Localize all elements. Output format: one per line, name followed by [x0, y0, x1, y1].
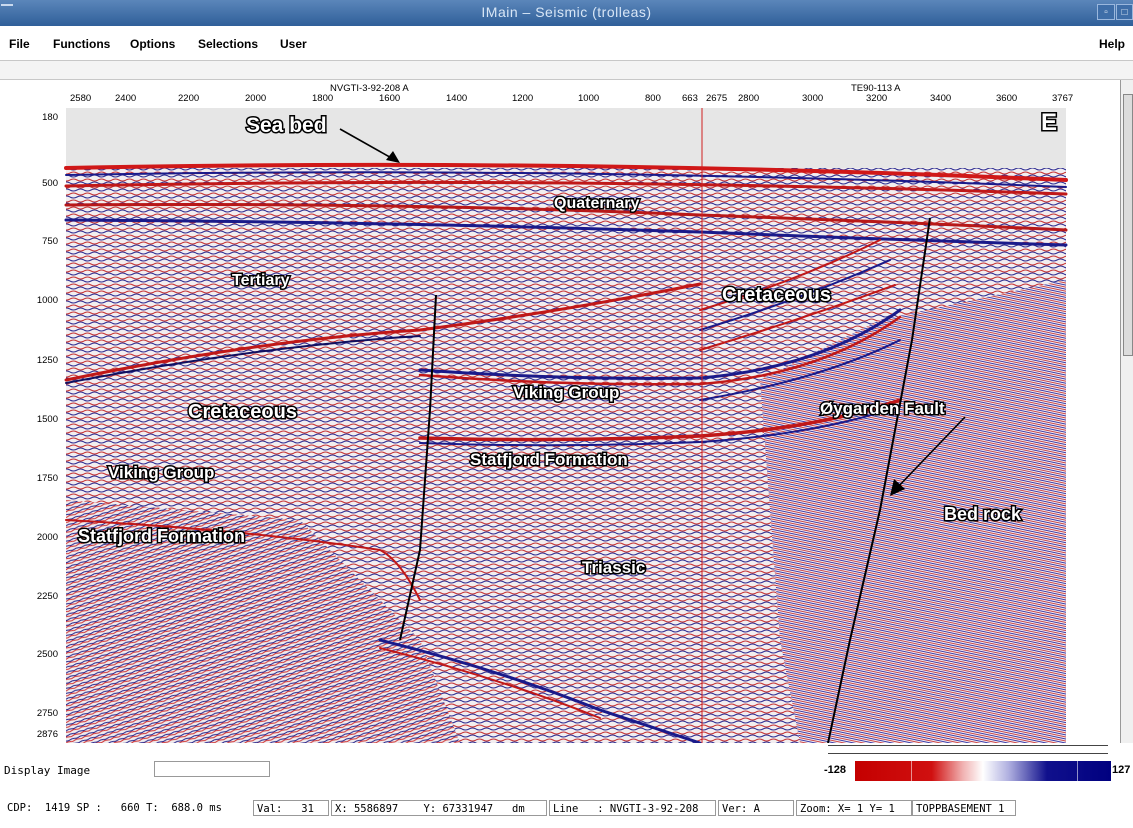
- seismic-view[interactable]: 2580 2400 2200 2000 1800 1600 1400 1200 1000 800 6…: [0, 80, 1120, 743]
- sea-bed-arrow-head: [386, 151, 400, 163]
- cdp-ruler: 2580 2400 2200 2000 1800 1600 1400 1200 1000 800 6…: [70, 93, 1073, 104]
- zoom-field: Zoom: X= 1 Y= 1: [796, 800, 912, 816]
- cdp-tick-label: 1600: [379, 93, 400, 104]
- sea-bed-arrow: [339, 128, 396, 161]
- horizontal-scroll-thumb[interactable]: [828, 745, 1108, 754]
- fault-left[interactable]: [399, 294, 437, 641]
- cdp-tick-label: 1400: [446, 93, 467, 104]
- status-message: Display Image: [4, 764, 91, 777]
- info-bar: CDP: 1419 SP : 660 T: 688.0 ms Val: 31 X…: [0, 797, 1133, 819]
- time-tick-label: 1500: [37, 414, 58, 425]
- window-title: IMain – Seismic (trolleas): [481, 4, 652, 20]
- label-viking-center: Viking Group: [513, 383, 619, 402]
- label-tertiary: Tertiary: [232, 272, 290, 289]
- menu-selections[interactable]: Selections: [198, 37, 259, 51]
- noise-zone-left: [66, 500, 460, 743]
- cdp-tick-label: 3000: [802, 93, 823, 104]
- time-tick-label: 2000: [37, 532, 58, 543]
- time-tick-label: 2500: [37, 649, 58, 660]
- line-left-label: NVGTI-3-92-208 A: [330, 83, 409, 94]
- menu-bar: File Functions Options Selections User H…: [0, 30, 1133, 56]
- menu-file[interactable]: File: [9, 37, 30, 51]
- status-field[interactable]: [154, 761, 270, 777]
- cdp-tick-label: 1800: [312, 93, 333, 104]
- vertical-scroll-thumb[interactable]: [1123, 94, 1133, 356]
- amplitude-value: Val: 31: [253, 800, 329, 816]
- time-tick-label: 750: [42, 236, 58, 247]
- menu-help[interactable]: Help: [1099, 37, 1126, 51]
- window-menu-icon[interactable]: [1, 4, 13, 16]
- reflectors: [64, 162, 1068, 743]
- cdp-tick-label: 2580: [70, 93, 91, 104]
- time-axis: 180 500 750 1000 1250 1500 1750 2000 2250 2500 275…: [37, 112, 58, 740]
- vertical-scrollbar[interactable]: [1120, 80, 1133, 743]
- cursor-cdp-readout: CDP: 1419 SP : 660 T: 688.0 ms: [7, 802, 222, 814]
- colorbar-max-label: 127: [1112, 764, 1131, 776]
- status-row: Display Image -128 127: [0, 757, 1133, 783]
- label-bed-rock: Bed rock: [944, 504, 1022, 524]
- label-quaternary: Quaternary: [554, 195, 639, 212]
- maximize-button[interactable]: □: [1116, 4, 1133, 20]
- cdp-tick-label: 800: [645, 93, 661, 104]
- label-triassic: Triassic: [582, 558, 645, 577]
- cdp-tick-label: 2000: [245, 93, 266, 104]
- cdp-tick-label: 3600: [996, 93, 1017, 104]
- label-oygarden-fault: Øygarden Fault: [820, 399, 945, 418]
- time-tick-label: 2876: [37, 729, 58, 740]
- cdp-tick-label: 2400: [115, 93, 136, 104]
- colorbar-tick: [911, 761, 912, 781]
- horizontal-scrollbar[interactable]: [0, 743, 1133, 755]
- menu-user[interactable]: User: [280, 37, 307, 51]
- fault-arrow-head: [890, 479, 905, 496]
- time-tick-label: 180: [42, 112, 58, 123]
- cdp-tick-label: 2800: [738, 93, 759, 104]
- label-statfjord-center: Statfjord Formation: [470, 450, 628, 469]
- cdp-tick-label: 663: [682, 93, 698, 104]
- cdp-tick-label: 1200: [512, 93, 533, 104]
- title-bar: IMain – Seismic (trolleas) ▫ □: [0, 0, 1133, 26]
- label-statfjord-left: Statfjord Formation: [78, 526, 245, 546]
- cdp-tick-label: 1000: [578, 93, 599, 104]
- fault-arrow: [894, 416, 966, 491]
- label-cretaceous-right: Cretaceous: [722, 284, 831, 306]
- noise-zone-right: [760, 280, 1066, 743]
- annotations: Sea bed E Quaternary Tertiary Cretaceous…: [77, 108, 1059, 579]
- colorbar-tick: [1077, 761, 1078, 781]
- line-name: Line : NVGTI-3-92-208: [549, 800, 716, 816]
- tool-strip: [0, 60, 1133, 80]
- cdp-tick-label: 3200: [866, 93, 887, 104]
- cdp-tick-label: 2675: [706, 93, 727, 104]
- label-cretaceous-left: Cretaceous: [188, 401, 297, 423]
- version-field: Ver: A: [718, 800, 794, 816]
- label-sea-bed: Sea bed: [246, 114, 327, 137]
- minimize-button[interactable]: ▫: [1097, 4, 1115, 20]
- cdp-tick-label: 3400: [930, 93, 951, 104]
- menu-options[interactable]: Options: [130, 37, 176, 51]
- colorbar-min-label: -128: [824, 764, 847, 776]
- oygarden-fault-line[interactable]: [827, 217, 931, 743]
- line-right-label: TE90-113 A: [851, 83, 901, 94]
- time-tick-label: 2750: [37, 708, 58, 719]
- time-tick-label: 2250: [37, 591, 58, 602]
- label-direction-e: E: [1041, 109, 1057, 136]
- time-tick-label: 1250: [37, 355, 58, 366]
- cdp-tick-label: 2200: [178, 93, 199, 104]
- seismic-section[interactable]: 2580 2400 2200 2000 1800 1600 1400 1200 1000 800 6…: [0, 80, 1120, 743]
- colorbar[interactable]: [855, 761, 1111, 781]
- time-tick-label: 1000: [37, 295, 58, 306]
- time-tick-label: 1750: [37, 473, 58, 484]
- xy-coordinates: X: 5586897 Y: 67331947 dm: [331, 800, 547, 816]
- menu-functions[interactable]: Functions: [53, 37, 111, 51]
- label-viking-left: Viking Group: [108, 463, 214, 482]
- cdp-tick-label: 3767: [1052, 93, 1073, 104]
- time-tick-label: 500: [42, 178, 58, 189]
- horizon-field[interactable]: TOPPBASEMENT 1: [912, 800, 1016, 816]
